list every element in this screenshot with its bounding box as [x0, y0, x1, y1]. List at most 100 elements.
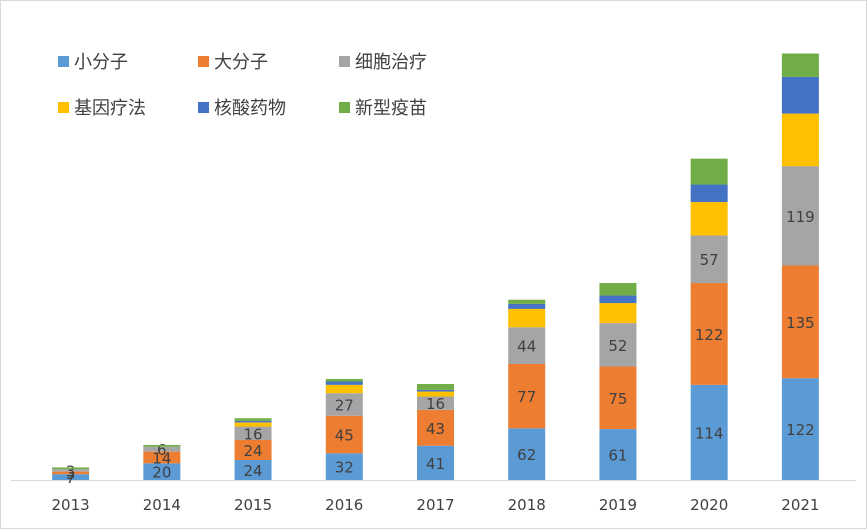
bar-segment-2020-s2: [690, 235, 728, 284]
bar-segment-2016-s5: [325, 379, 363, 382]
legend-label-cell-therapy: 细胞治疗: [355, 52, 427, 73]
legend-label-nucleic-acid: 核酸药物: [214, 98, 286, 119]
bar-segment-2015-s3: [234, 422, 272, 427]
legend-item-cell-therapy: 细胞治疗: [339, 48, 427, 74]
bar-segment-2018-s1: [508, 363, 546, 429]
bar-segment-2020-s3: [690, 202, 728, 236]
bar-segment-2016-s0: [325, 453, 363, 480]
bar-segment-2021-s0: [781, 378, 819, 480]
legend-item-small-molecule: 小分子: [58, 48, 128, 74]
data-label-2020-s2: 57: [700, 251, 719, 269]
data-label-2016-s2: 27: [335, 396, 354, 414]
legend-label-small-molecule: 小分子: [74, 52, 128, 73]
bar-segment-2019-s0: [599, 429, 637, 480]
legend-label-gene-therapy: 基因疗法: [74, 98, 146, 119]
data-label-2014-s2: 6: [157, 441, 167, 459]
legend-item-gene-therapy: 基因疗法: [58, 94, 146, 120]
legend-item-large-molecule: 大分子: [198, 48, 268, 74]
data-label-2017-s1: 43: [426, 420, 445, 438]
bar-segment-2021-s3: [781, 113, 819, 167]
bar-segment-2014-s1: [143, 451, 181, 464]
legend-label-large-molecule: 大分子: [214, 52, 268, 73]
x-tick-label-2014: 2014: [143, 496, 181, 514]
legend-swatch-gene-therapy: [58, 101, 69, 113]
data-label-2021-s0: 122: [786, 421, 815, 439]
bar-segment-2013-s0: [52, 474, 90, 480]
data-label-2013-s2: 3: [66, 462, 76, 480]
x-tick-label-2018: 2018: [508, 496, 546, 514]
bar-segment-2014-s2: [143, 446, 181, 452]
bar-segment-2020-s4: [690, 184, 728, 203]
legend-label-novel-vaccine: 新型疫苗: [355, 98, 427, 119]
bar-segment-2019-s1: [599, 366, 637, 430]
bar-segment-2015-s5: [234, 418, 272, 421]
data-label-2016-s1: 45: [335, 427, 354, 445]
bar-segment-2017-s0: [417, 445, 454, 480]
bar-segment-2013-s2: [52, 469, 90, 472]
bar-segment-2020-s5: [690, 158, 728, 185]
data-label-2014-s0: 20: [152, 464, 171, 482]
bar-segment-2017-s4: [417, 389, 454, 392]
x-tick-label-2019: 2019: [599, 496, 637, 514]
data-label-2018-s2: 44: [517, 338, 536, 356]
bar-segment-2018-s5: [508, 299, 546, 304]
bar-segment-2015-s4: [234, 420, 272, 423]
bar-segment-2018-s3: [508, 308, 546, 328]
legend-swatch-novel-vaccine: [339, 101, 350, 113]
bar-segment-2019-s4: [599, 295, 637, 304]
data-label-2019-s1: 75: [608, 390, 627, 408]
data-label-2016-s0: 32: [335, 459, 354, 477]
bar-segment-2021-s5: [781, 53, 819, 77]
data-label-2021-s2: 119: [786, 208, 815, 226]
data-label-2021-s1: 135: [786, 314, 815, 332]
bar-segment-2014-s0: [143, 463, 181, 480]
data-label-2019-s0: 61: [608, 447, 627, 465]
bar-segment-2017-s3: [417, 391, 454, 397]
bar-segment-2020-s0: [690, 384, 728, 480]
bar-segment-2019-s2: [599, 323, 637, 367]
data-label-2015-s0: 24: [244, 462, 263, 480]
bar-segment-2015-s0: [234, 459, 272, 480]
data-label-2014-s1: 14: [152, 449, 171, 467]
bar-segment-2018-s0: [508, 428, 546, 480]
bar-segment-2013-s5: [52, 467, 90, 470]
bar-segment-2021-s4: [781, 76, 819, 114]
x-tick-label-2021: 2021: [781, 496, 819, 514]
legend-swatch-large-molecule: [198, 55, 209, 67]
legend-swatch-small-molecule: [58, 55, 69, 67]
legend-swatch-nucleic-acid: [198, 101, 209, 113]
bar-segment-2017-s1: [417, 409, 454, 446]
legend-swatch-cell-therapy: [339, 55, 350, 67]
data-label-2013-s1: 3: [66, 465, 76, 483]
bar-segment-2016-s4: [325, 381, 363, 385]
data-label-2017-s0: 41: [426, 455, 445, 473]
bar-segment-2017-s2: [417, 396, 454, 410]
bar-segment-2018-s2: [508, 327, 546, 364]
data-label-2013-s0: 7: [66, 469, 76, 487]
bar-segment-2015-s1: [234, 439, 272, 460]
data-label-2019-s2: 52: [608, 337, 627, 355]
legend-item-novel-vaccine: 新型疫苗: [339, 94, 427, 120]
data-label-2015-s1: 24: [244, 442, 263, 460]
bar-segment-2019-s3: [599, 303, 637, 324]
bar-segment-2016-s2: [325, 393, 363, 416]
data-label-2020-s1: 122: [695, 326, 724, 344]
bar-segment-2014-s5: [143, 444, 181, 447]
x-tick-label-2015: 2015: [234, 496, 272, 514]
bar-segment-2020-s1: [690, 283, 728, 385]
bar-segment-2021-s1: [781, 265, 819, 379]
data-label-2018-s1: 77: [517, 388, 536, 406]
data-label-2018-s0: 62: [517, 446, 536, 464]
data-label-2020-s0: 114: [695, 424, 724, 442]
bar-segment-2018-s4: [508, 303, 546, 309]
bar-segment-2019-s5: [599, 283, 637, 296]
x-tick-label-2013: 2013: [52, 496, 90, 514]
bar-segment-2017-s5: [417, 384, 454, 390]
x-tick-label-2017: 2017: [416, 496, 454, 514]
data-label-2017-s2: 16: [426, 395, 445, 413]
bar-segment-2015-s2: [234, 426, 272, 440]
bar-segment-2016-s3: [325, 384, 363, 394]
legend-item-nucleic-acid: 核酸药物: [198, 94, 286, 120]
data-label-2015-s2: 16: [244, 425, 263, 443]
